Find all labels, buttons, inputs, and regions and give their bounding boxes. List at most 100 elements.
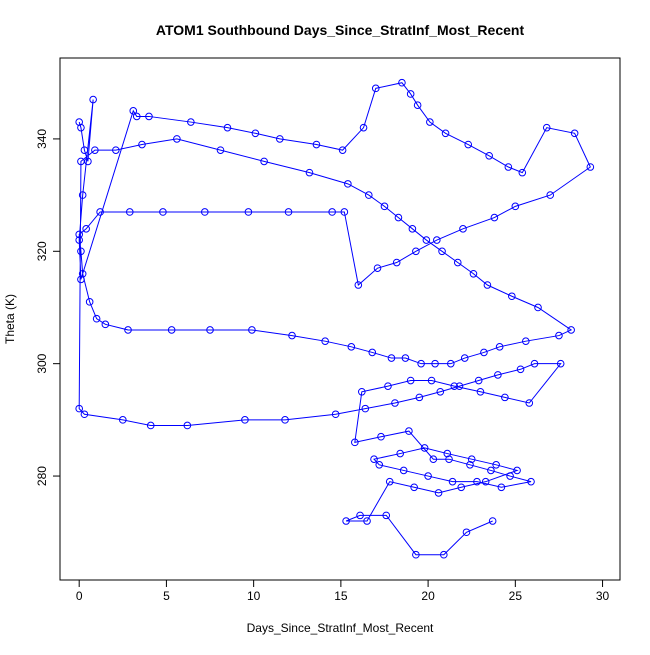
data-point (80, 146, 89, 154)
data-point (429, 455, 438, 463)
data-point (457, 483, 466, 492)
data-point (340, 208, 349, 216)
data-point (433, 236, 441, 244)
data-point (331, 410, 340, 419)
data-point (75, 404, 83, 413)
data-point (434, 489, 443, 497)
data-point (260, 157, 268, 166)
data-point (312, 140, 321, 149)
data-point (89, 95, 97, 104)
data-point (248, 326, 256, 334)
y-axis-label: Theta (K) (3, 294, 17, 344)
data-point (501, 393, 509, 402)
data-point (368, 348, 377, 357)
data-point (75, 118, 83, 126)
data-point (443, 449, 452, 458)
data-point (361, 404, 370, 413)
data-point (384, 382, 392, 390)
data-point (534, 303, 542, 312)
data-point (481, 477, 490, 486)
data-point (124, 326, 132, 334)
data-point (542, 123, 551, 132)
y-tick-label: 340 (35, 129, 49, 149)
data-point (527, 477, 535, 486)
data-point (159, 208, 167, 216)
data-point (476, 387, 485, 396)
x-tick-label: 25 (509, 589, 523, 603)
data-point (78, 269, 87, 278)
data-point (406, 376, 415, 385)
data-point (305, 168, 314, 177)
data-point (436, 387, 445, 396)
data-point (375, 461, 384, 469)
data-point (453, 258, 462, 267)
data-point (385, 477, 394, 486)
data-point (77, 275, 85, 284)
data-point (112, 146, 120, 154)
data-point (446, 359, 455, 368)
data-point (377, 432, 385, 441)
data-point (546, 191, 555, 199)
data-point (223, 123, 232, 132)
data-point (387, 354, 396, 362)
data-point (518, 168, 527, 177)
data-point (373, 264, 382, 272)
data-point (405, 427, 413, 435)
data-point (380, 202, 389, 211)
data-point (251, 129, 260, 138)
data-point (401, 354, 410, 362)
data-point (132, 112, 141, 121)
data-point (438, 247, 446, 256)
data-point (466, 461, 474, 469)
data-point (567, 326, 575, 334)
data-point (363, 517, 371, 525)
data-point (342, 517, 350, 525)
data-point (511, 202, 520, 211)
data-point (445, 455, 453, 463)
data-point (410, 483, 418, 492)
data-point (474, 376, 483, 385)
data-point (487, 466, 495, 475)
data-point (101, 320, 110, 329)
data-point (426, 118, 434, 126)
x-tick-label: 20 (421, 589, 435, 603)
data-point (570, 129, 579, 138)
data-point (125, 208, 134, 216)
data-point (427, 376, 436, 385)
data-point (441, 129, 450, 138)
data-point (412, 247, 420, 256)
data-point (241, 416, 249, 424)
data-point (440, 550, 448, 559)
data-point (462, 528, 471, 537)
data-point (413, 101, 422, 109)
x-tick-label: 10 (247, 589, 261, 603)
data-point (244, 208, 253, 216)
data-point (77, 123, 85, 132)
data-point (119, 416, 127, 424)
data-point (391, 399, 399, 407)
data-point (415, 393, 424, 402)
data-point (284, 208, 293, 216)
data-point (392, 258, 401, 267)
data-point (75, 236, 83, 244)
x-tick-label: 15 (334, 589, 348, 603)
data-point (556, 359, 565, 368)
data-line (78, 82, 591, 556)
data-point (408, 225, 417, 233)
data-point (370, 455, 378, 463)
data-point (420, 444, 429, 452)
plot-frame (59, 57, 621, 581)
data-point (525, 399, 534, 407)
data-point (276, 135, 284, 143)
data-point (129, 107, 138, 115)
data-point (396, 449, 404, 458)
data-point (480, 348, 488, 357)
data-point (200, 208, 209, 216)
data-point (504, 163, 513, 171)
data-point (328, 208, 336, 216)
data-point (497, 483, 506, 492)
data-point (521, 337, 530, 345)
y-tick-label: 300 (35, 353, 49, 373)
data-point (412, 550, 420, 559)
data-point (455, 382, 464, 390)
